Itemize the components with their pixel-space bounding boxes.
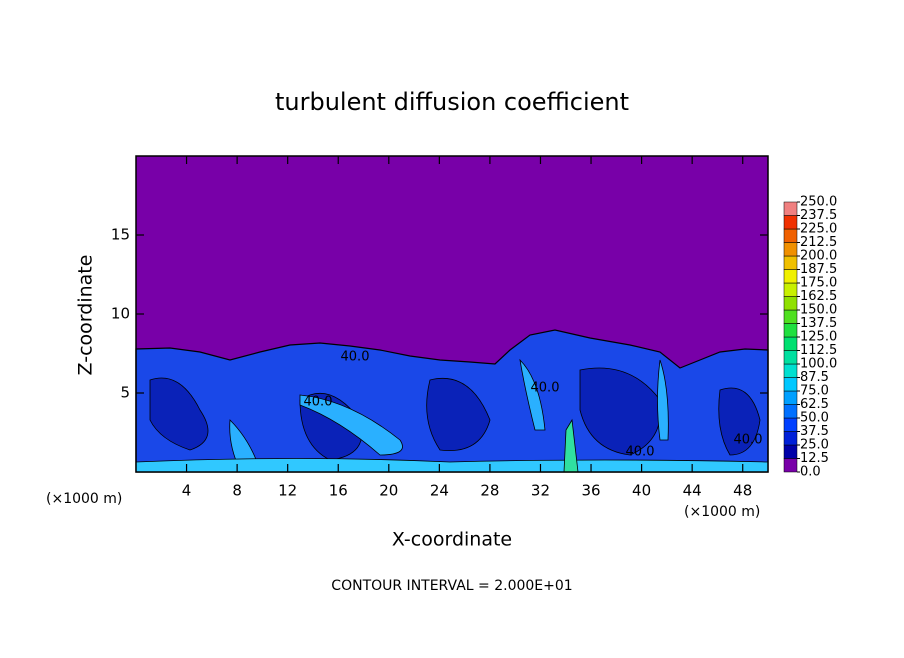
- field-region: [579, 367, 662, 456]
- y-axis-label: Z-coordinate: [75, 255, 97, 376]
- colorbar-segment: [783, 458, 798, 473]
- x-tick-label: 28: [480, 482, 499, 500]
- colorbar-segment: [783, 228, 798, 243]
- x-tick-label: 32: [531, 482, 550, 500]
- field-region: [426, 378, 491, 452]
- colorbar-segment: [783, 282, 798, 297]
- colorbar-label: 137.5: [800, 316, 837, 331]
- colorbar-segment: [783, 431, 798, 446]
- colorbar-segment: [783, 350, 798, 365]
- x-tick-label: 36: [581, 482, 600, 500]
- colorbar-label: 200.0: [800, 249, 837, 264]
- colorbar-label: 37.5: [800, 424, 829, 439]
- colorbar-segment: [783, 404, 798, 419]
- contour-label: 40.0: [304, 395, 333, 410]
- chart-title: turbulent diffusion coefficient: [275, 88, 629, 116]
- colorbar-label: 112.5: [800, 343, 837, 358]
- x-tick-label: 4: [182, 482, 192, 500]
- field: [135, 156, 769, 473]
- colorbar-label: 0.0: [800, 465, 821, 480]
- colorbar-label: 50.0: [800, 411, 829, 426]
- x-tick-label: 16: [329, 482, 348, 500]
- contour-label: 40.0: [626, 445, 655, 460]
- colorbar-segment: [783, 417, 798, 432]
- colorbar-segment: [783, 390, 798, 405]
- x-unit: (×1000 m): [46, 491, 122, 507]
- colorbar-label: 75.0: [800, 384, 829, 399]
- x-axis-label: X-coordinate: [392, 529, 512, 551]
- x-tick-label: 12: [278, 482, 297, 500]
- field-region: [718, 387, 761, 456]
- contour-label: 40.0: [734, 433, 763, 448]
- colorbar-segment: [783, 201, 798, 216]
- colorbar-label: 250.0: [800, 195, 837, 210]
- x-tick-label: 20: [379, 482, 398, 500]
- colorbar-label: 125.0: [800, 330, 837, 345]
- colorbar-label: 162.5: [800, 289, 837, 304]
- colorbar-label: 225.0: [800, 222, 837, 237]
- field-region: [519, 358, 546, 431]
- field-region: [135, 458, 769, 473]
- colorbar-label: 87.5: [800, 370, 829, 385]
- colorbar-label: 62.5: [800, 397, 829, 412]
- colorbar-segment: [783, 269, 798, 284]
- y-tick-label: 10: [111, 305, 130, 323]
- colorbar-label: 175.0: [800, 276, 837, 291]
- colorbar-label: 237.5: [800, 208, 837, 223]
- colorbar-label: 100.0: [800, 357, 837, 372]
- colorbar-segment: [783, 296, 798, 311]
- colorbar-label: 212.5: [800, 235, 837, 250]
- colorbar-label: 187.5: [800, 262, 837, 277]
- field-region: [149, 377, 209, 451]
- footnote: CONTOUR INTERVAL = 2.000E+01: [331, 578, 572, 594]
- colorbar-segment: [783, 215, 798, 230]
- colorbar-segment: [783, 309, 798, 324]
- x-tick-label: 24: [430, 482, 449, 500]
- colorbar-segment: [783, 363, 798, 378]
- x-tick-label: 44: [683, 482, 702, 500]
- y-tick-label: 5: [120, 384, 130, 402]
- colorbar-segment: [783, 444, 798, 459]
- contour-label: 40.0: [531, 381, 560, 396]
- field-region: [299, 394, 403, 456]
- colorbar-segment: [783, 323, 798, 338]
- colorbar-label: 12.5: [800, 451, 829, 466]
- x-tick-label: 40: [632, 482, 651, 500]
- y-tick-label: 15: [111, 226, 130, 244]
- colorbar-segment: [783, 255, 798, 270]
- colorbar-segment: [783, 377, 798, 392]
- colorbar-label: 25.0: [800, 438, 829, 453]
- contour-label: 40.0: [341, 350, 370, 365]
- colorbar-label: 150.0: [800, 303, 837, 318]
- x-tick-label: 8: [232, 482, 242, 500]
- x-unit: (×1000 m): [684, 504, 760, 520]
- field-region: [657, 359, 669, 441]
- x-tick-label: 48: [733, 482, 752, 500]
- colorbar-segment: [783, 336, 798, 351]
- colorbar-segment: [783, 242, 798, 257]
